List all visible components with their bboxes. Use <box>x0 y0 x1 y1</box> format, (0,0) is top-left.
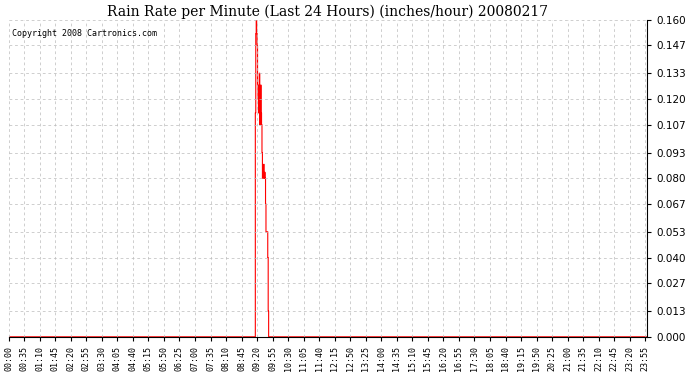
Text: Copyright 2008 Cartronics.com: Copyright 2008 Cartronics.com <box>12 29 157 38</box>
Title: Rain Rate per Minute (Last 24 Hours) (inches/hour) 20080217: Rain Rate per Minute (Last 24 Hours) (in… <box>108 4 549 18</box>
